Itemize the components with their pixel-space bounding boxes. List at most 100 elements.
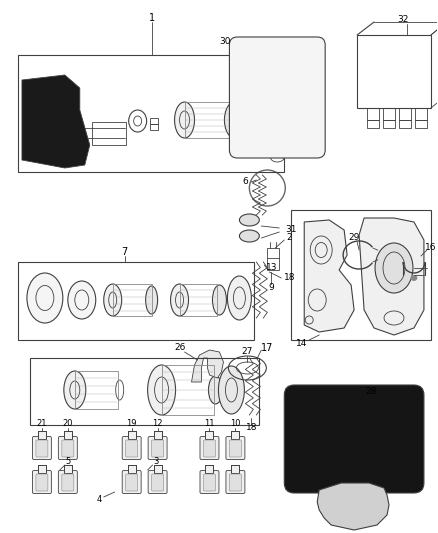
Ellipse shape: [145, 286, 158, 314]
Bar: [18, 262, 254, 340]
Text: 31: 31: [286, 225, 297, 235]
Text: 16: 16: [425, 244, 437, 253]
Text: 10: 10: [230, 419, 240, 429]
Ellipse shape: [175, 102, 194, 138]
Text: 11: 11: [204, 419, 215, 429]
Ellipse shape: [240, 214, 259, 226]
FancyBboxPatch shape: [148, 471, 167, 494]
Bar: [154, 431, 162, 439]
Text: 6: 6: [243, 177, 248, 187]
Text: 5: 5: [65, 457, 71, 466]
Bar: [273, 52, 295, 70]
Ellipse shape: [227, 276, 251, 320]
Bar: [128, 431, 136, 439]
FancyBboxPatch shape: [32, 471, 51, 494]
FancyBboxPatch shape: [62, 474, 74, 491]
Ellipse shape: [212, 285, 226, 315]
Text: 18: 18: [283, 273, 295, 282]
Polygon shape: [22, 75, 90, 168]
Text: 32: 32: [397, 15, 409, 25]
Bar: [38, 431, 46, 439]
Bar: [113, 284, 152, 316]
Ellipse shape: [240, 230, 259, 242]
Bar: [399, 120, 411, 128]
FancyBboxPatch shape: [122, 471, 141, 494]
Text: 30: 30: [220, 37, 231, 46]
Text: 2: 2: [286, 233, 292, 243]
FancyBboxPatch shape: [62, 440, 74, 457]
FancyBboxPatch shape: [152, 440, 163, 457]
FancyBboxPatch shape: [204, 440, 215, 457]
FancyBboxPatch shape: [200, 437, 219, 459]
Polygon shape: [191, 350, 223, 382]
FancyBboxPatch shape: [126, 474, 138, 491]
Bar: [357, 35, 431, 108]
Bar: [64, 431, 72, 439]
Bar: [18, 55, 284, 172]
Bar: [128, 465, 136, 473]
Polygon shape: [317, 483, 389, 530]
FancyBboxPatch shape: [58, 471, 77, 494]
FancyBboxPatch shape: [148, 437, 167, 459]
Bar: [267, 248, 279, 270]
Text: 1: 1: [148, 13, 155, 23]
Text: 29: 29: [348, 233, 360, 243]
FancyBboxPatch shape: [36, 440, 48, 457]
Bar: [367, 120, 379, 128]
FancyBboxPatch shape: [230, 474, 241, 491]
Bar: [64, 465, 72, 473]
Text: 9: 9: [268, 284, 274, 293]
Bar: [383, 120, 395, 128]
Ellipse shape: [68, 281, 96, 319]
Bar: [415, 108, 427, 120]
Bar: [367, 108, 379, 120]
Ellipse shape: [375, 243, 413, 293]
Text: 28: 28: [365, 387, 377, 397]
Bar: [247, 108, 269, 132]
FancyBboxPatch shape: [122, 437, 141, 459]
Ellipse shape: [27, 273, 63, 323]
Text: 4: 4: [97, 496, 102, 505]
Text: 18: 18: [246, 424, 257, 432]
Ellipse shape: [255, 85, 300, 131]
FancyBboxPatch shape: [32, 437, 51, 459]
Ellipse shape: [411, 276, 417, 280]
Bar: [38, 465, 46, 473]
Bar: [231, 465, 240, 473]
FancyBboxPatch shape: [204, 474, 215, 491]
Ellipse shape: [208, 376, 223, 404]
FancyBboxPatch shape: [36, 474, 48, 491]
Bar: [299, 52, 311, 70]
Bar: [184, 102, 234, 138]
Bar: [231, 431, 240, 439]
Ellipse shape: [148, 365, 176, 415]
Bar: [399, 108, 411, 120]
Ellipse shape: [224, 102, 244, 138]
Bar: [180, 284, 217, 316]
Bar: [162, 365, 215, 415]
FancyBboxPatch shape: [230, 37, 325, 158]
Text: 13: 13: [265, 263, 277, 272]
Text: 21: 21: [37, 419, 47, 429]
Text: 3: 3: [153, 457, 158, 466]
Bar: [415, 120, 427, 128]
Text: 12: 12: [152, 419, 163, 429]
Text: 14: 14: [296, 340, 307, 349]
Bar: [154, 465, 162, 473]
Ellipse shape: [104, 284, 122, 316]
Bar: [291, 210, 431, 340]
Bar: [150, 124, 158, 130]
Ellipse shape: [170, 284, 188, 316]
Ellipse shape: [64, 371, 86, 409]
FancyBboxPatch shape: [226, 437, 245, 459]
Text: 7: 7: [122, 247, 128, 257]
Text: 17: 17: [261, 343, 273, 353]
Bar: [30, 358, 259, 425]
Text: 27: 27: [242, 348, 253, 357]
Polygon shape: [359, 218, 424, 335]
Text: 19: 19: [127, 419, 137, 429]
FancyBboxPatch shape: [58, 437, 77, 459]
Text: 20: 20: [63, 419, 73, 429]
FancyBboxPatch shape: [152, 474, 163, 491]
Bar: [150, 118, 158, 124]
